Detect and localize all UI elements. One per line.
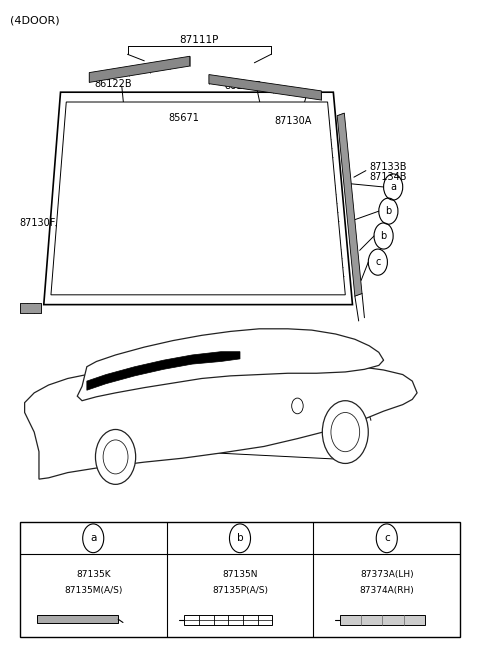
Text: a: a (90, 533, 96, 543)
Text: c: c (384, 533, 390, 543)
Polygon shape (337, 113, 362, 296)
Text: a: a (390, 182, 396, 192)
Text: 86122B: 86122B (225, 81, 262, 90)
Text: b: b (381, 231, 387, 241)
Polygon shape (209, 75, 322, 100)
Polygon shape (87, 352, 240, 390)
Text: 87130F: 87130F (20, 218, 56, 228)
Polygon shape (20, 303, 41, 313)
Circle shape (103, 440, 128, 474)
Wedge shape (42, 398, 51, 413)
Text: 87135P(A/S): 87135P(A/S) (212, 586, 268, 595)
Text: 87130A: 87130A (275, 116, 312, 126)
FancyBboxPatch shape (340, 615, 425, 626)
Text: 87133B: 87133B (369, 162, 407, 172)
Text: (4DOOR): (4DOOR) (10, 15, 60, 25)
Text: 87135M(A/S): 87135M(A/S) (64, 586, 122, 595)
Circle shape (323, 401, 368, 464)
Circle shape (292, 398, 303, 414)
Polygon shape (24, 362, 417, 479)
Circle shape (96, 430, 136, 484)
FancyBboxPatch shape (46, 402, 72, 421)
FancyBboxPatch shape (184, 616, 272, 626)
Text: 87374A(RH): 87374A(RH) (360, 586, 414, 595)
Polygon shape (77, 329, 384, 401)
Text: 87135K: 87135K (76, 571, 110, 580)
Text: 85671: 85671 (168, 113, 199, 123)
Text: b: b (385, 206, 392, 216)
Circle shape (331, 413, 360, 452)
Polygon shape (89, 56, 190, 83)
Polygon shape (51, 102, 345, 295)
Text: 86122B: 86122B (94, 79, 132, 88)
Text: 87111P: 87111P (180, 35, 219, 45)
Text: c: c (375, 257, 381, 267)
Polygon shape (44, 92, 352, 305)
Text: b: b (237, 533, 243, 543)
Text: 87373A(LH): 87373A(LH) (360, 571, 414, 580)
Text: 87134B: 87134B (369, 172, 407, 182)
FancyBboxPatch shape (20, 522, 460, 637)
FancyBboxPatch shape (37, 616, 118, 623)
Text: 87135N: 87135N (222, 571, 258, 580)
